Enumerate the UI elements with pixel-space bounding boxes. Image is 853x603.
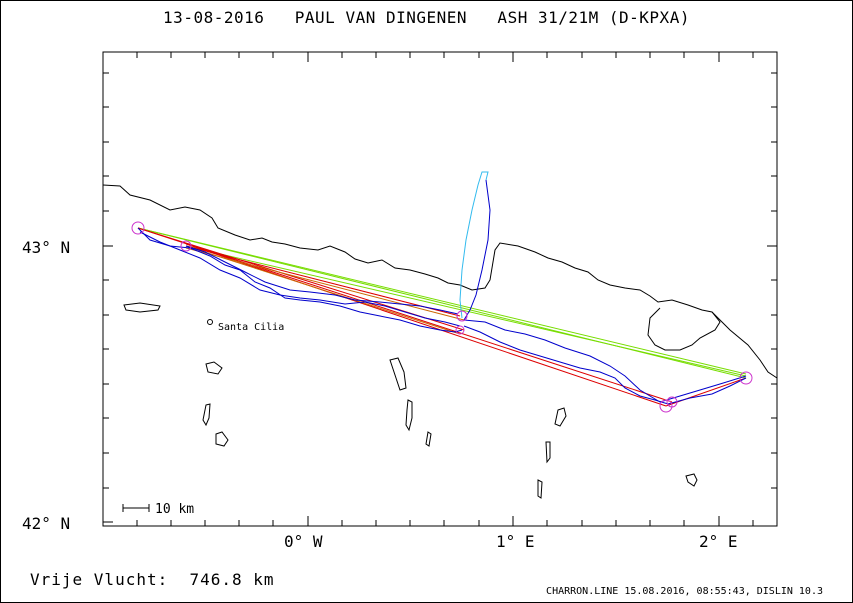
task-legs: [137, 227, 747, 407]
turnpoint-3: [456, 310, 468, 322]
plot-border: [102, 51, 778, 527]
task-leg-red-2: [185, 245, 461, 317]
credit-line: CHARRON.LINE 15.08.2016, 08:55:43, DISLI…: [546, 586, 823, 597]
turnpoint-2: [180, 240, 192, 252]
turnpoints: [131, 221, 753, 413]
border-line: [102, 184, 721, 351]
track-segment-2: [139, 231, 461, 327]
track-segment-4: [463, 179, 491, 321]
lake-5: [389, 357, 407, 391]
lon-label-2e: 2° E: [699, 532, 738, 551]
track-segment-1: [137, 227, 463, 333]
track-segment-6: [463, 319, 747, 403]
flight-track: [137, 171, 747, 405]
task-leg-green: [137, 227, 747, 379]
turnpoint-finish: [739, 371, 753, 385]
track-segment-light: [459, 171, 489, 319]
task-leg-red-5: [665, 377, 747, 407]
free-flight-distance: Vrije Vlucht: 746.8 km: [30, 570, 275, 589]
santa-cilia-marker: [207, 319, 213, 325]
task-leg-red-4: [137, 227, 673, 403]
turnpoint-start: [131, 221, 145, 235]
lake-7: [425, 431, 432, 447]
track-segment-5: [463, 325, 747, 405]
lake-2: [205, 361, 223, 375]
lat-label-42: 42° N: [22, 514, 70, 533]
lake-3: [202, 403, 211, 427]
scale-bar: [122, 504, 150, 512]
lake-8: [554, 407, 567, 427]
lon-label-1e: 1° E: [496, 532, 535, 551]
turnpoint-4: [455, 325, 465, 335]
turnpoint-5: [659, 399, 673, 413]
border-line-east: [711, 311, 778, 379]
map-title: 13-08-2016 PAUL VAN DINGENEN ASH 31/21M …: [163, 8, 690, 27]
lake-6: [405, 399, 413, 432]
lake-1: [123, 302, 161, 313]
task-leg-orange-2: [185, 247, 465, 321]
task-leg-red-3: [185, 243, 667, 407]
lake-4: [215, 431, 229, 447]
lon-label-0w: 0° W: [284, 532, 323, 551]
turnpoint-6: [666, 396, 678, 408]
santa-cilia-label: Santa Cilia: [218, 322, 284, 333]
lake-11: [685, 473, 698, 487]
task-leg-green-2: [137, 227, 747, 375]
lake-10: [537, 479, 543, 499]
scale-bar-label: 10 km: [155, 502, 194, 517]
track-segment-3: [185, 245, 459, 315]
border-contours: [102, 184, 778, 499]
lat-label-43: 43° N: [22, 238, 70, 257]
task-leg-green-3: [185, 245, 747, 377]
axis-ticks: [103, 52, 777, 526]
lake-9: [545, 441, 551, 464]
task-leg-orange-1: [185, 245, 461, 335]
